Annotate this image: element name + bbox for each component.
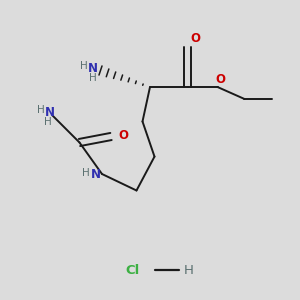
Text: O: O — [118, 129, 129, 142]
Text: H: H — [44, 117, 52, 127]
Text: H: H — [37, 105, 44, 115]
Text: H: H — [89, 73, 97, 83]
Text: H: H — [82, 167, 89, 178]
Text: N: N — [45, 106, 55, 119]
Text: H: H — [80, 61, 88, 71]
Text: O: O — [190, 32, 200, 45]
Text: O: O — [215, 73, 226, 86]
Text: H: H — [184, 263, 194, 277]
Text: N: N — [90, 168, 100, 182]
Text: N: N — [88, 61, 98, 75]
Text: Cl: Cl — [125, 263, 139, 277]
